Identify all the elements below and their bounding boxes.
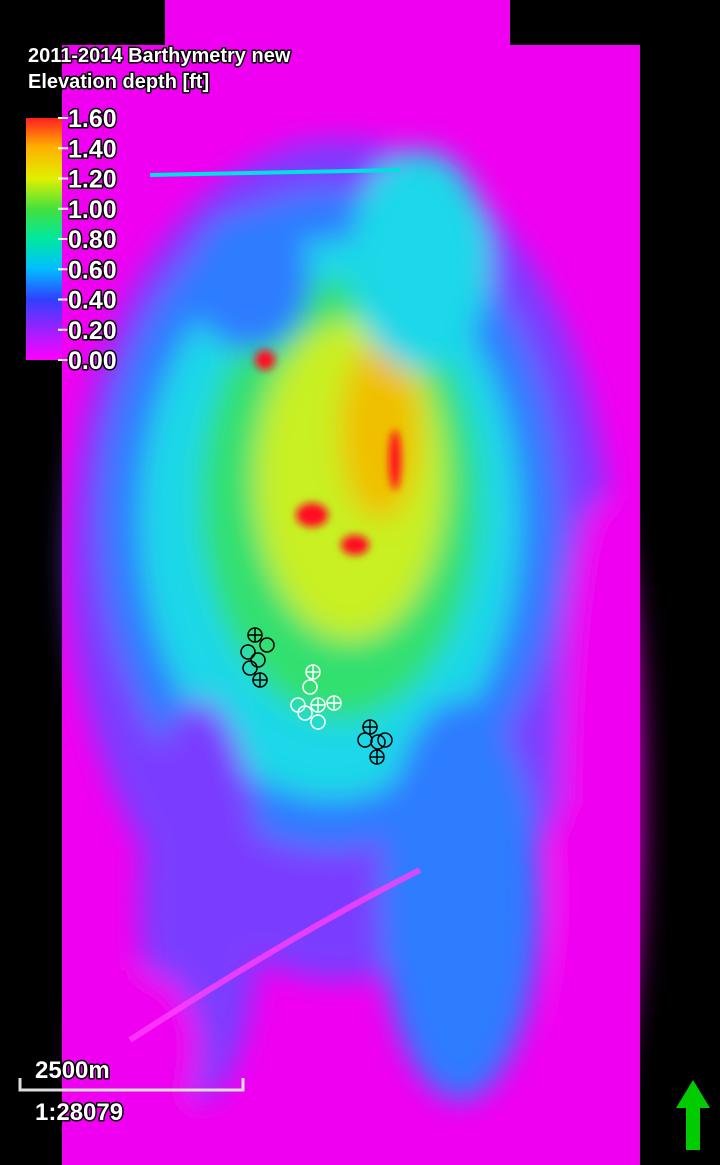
colorbar-tick-label: 0.40 [68, 287, 117, 315]
map-view: 2011-2014 Barthymetry new Elevation dept… [0, 0, 720, 1165]
map-title: 2011-2014 Barthymetry new [28, 45, 291, 67]
colorbar-tick-label: 1.20 [68, 166, 117, 194]
bathymetry-raster [62, 0, 640, 1165]
scale-bar-label: 2500m [35, 1057, 110, 1084]
colorbar-tick-label: 1.40 [68, 135, 117, 163]
colorbar [26, 118, 62, 360]
colorbar-tick-label: 0.60 [68, 256, 117, 284]
colorbar-tick-label: 0.80 [68, 226, 117, 254]
colorbar-tick-label: 0.20 [68, 317, 117, 345]
colorbar-tick-label: 1.60 [68, 105, 117, 133]
colorbar-tick-label: 0.00 [68, 347, 117, 375]
map-subtitle: Elevation depth [ft] [28, 71, 209, 93]
colorbar-tick-label: 1.00 [68, 196, 117, 224]
scale-ratio: 1:28079 [35, 1099, 123, 1126]
